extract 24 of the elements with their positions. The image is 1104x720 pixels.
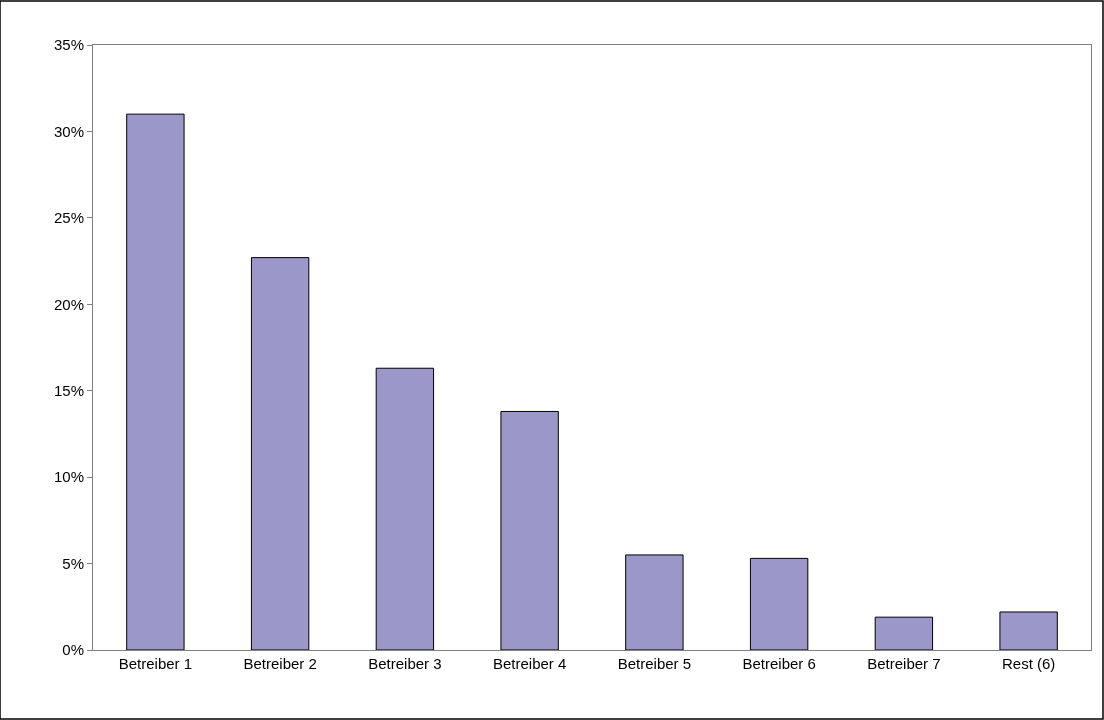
bar xyxy=(375,367,435,650)
y-tick-label: 0% xyxy=(62,641,84,659)
bar xyxy=(500,410,559,650)
y-tick-label: 10% xyxy=(53,468,84,486)
bar xyxy=(625,554,684,650)
x-tick-label: Betreiber 7 xyxy=(867,655,941,672)
bar xyxy=(250,257,310,650)
x-tick-label: Betreiber 4 xyxy=(492,655,567,672)
x-tick-label: Betreiber 1 xyxy=(118,655,193,672)
bar xyxy=(874,616,934,650)
y-tick-label: 35% xyxy=(53,36,84,54)
x-tick-label: Betreiber 3 xyxy=(368,655,442,672)
y-tick-label: 30% xyxy=(53,122,84,140)
y-tick-label: 20% xyxy=(53,295,84,313)
y-tick-label: 15% xyxy=(53,381,84,399)
bar xyxy=(126,113,185,650)
x-tick-label: Betreiber 6 xyxy=(742,655,816,672)
x-tick-label: Betreiber 2 xyxy=(243,655,317,672)
bar xyxy=(999,611,1058,650)
y-tick-label: 25% xyxy=(53,209,84,227)
x-tick-label: Rest (6) xyxy=(1001,655,1056,672)
bar xyxy=(749,557,809,650)
y-tick-label: 5% xyxy=(62,554,84,572)
x-tick-label: Betreiber 5 xyxy=(617,655,692,672)
